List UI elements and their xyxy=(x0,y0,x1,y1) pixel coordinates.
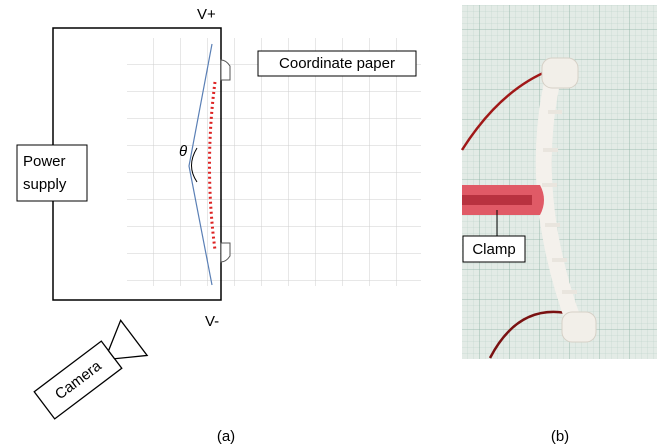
arm-ribs xyxy=(542,110,577,294)
clamp-box xyxy=(462,235,526,263)
caption-a: (a) xyxy=(217,428,235,445)
tab-top xyxy=(220,59,231,81)
caption-b: (b) xyxy=(551,428,569,445)
power-supply-box xyxy=(16,144,88,202)
coordinate-paper-box xyxy=(257,50,417,77)
angle-label: θ xyxy=(179,143,187,160)
clamp-shadow xyxy=(462,195,532,205)
panel-a: θ V+ V- Coordinate paper Power supply Ca… xyxy=(16,6,421,445)
coordinate-grid xyxy=(127,38,421,286)
end-cap-top xyxy=(541,57,579,89)
tab-bottom xyxy=(220,242,231,263)
power-supply-label: Power xyxy=(23,153,66,170)
wire xyxy=(460,68,551,151)
panel-b: Clamp (b) xyxy=(460,5,657,445)
end-cap-bottom xyxy=(561,311,597,343)
v-plus-label: V+ xyxy=(197,6,216,23)
tangent-lines xyxy=(188,43,213,286)
clamp-label: Clamp xyxy=(472,241,515,258)
camera: Camera xyxy=(33,318,149,420)
power-supply-label: supply xyxy=(23,176,67,193)
camera-lens xyxy=(107,318,149,360)
coordinate-paper-label: Coordinate paper xyxy=(279,55,395,72)
angle-arc xyxy=(191,147,198,183)
v-minus-label: V- xyxy=(205,313,219,330)
circuit-wire xyxy=(52,27,222,301)
